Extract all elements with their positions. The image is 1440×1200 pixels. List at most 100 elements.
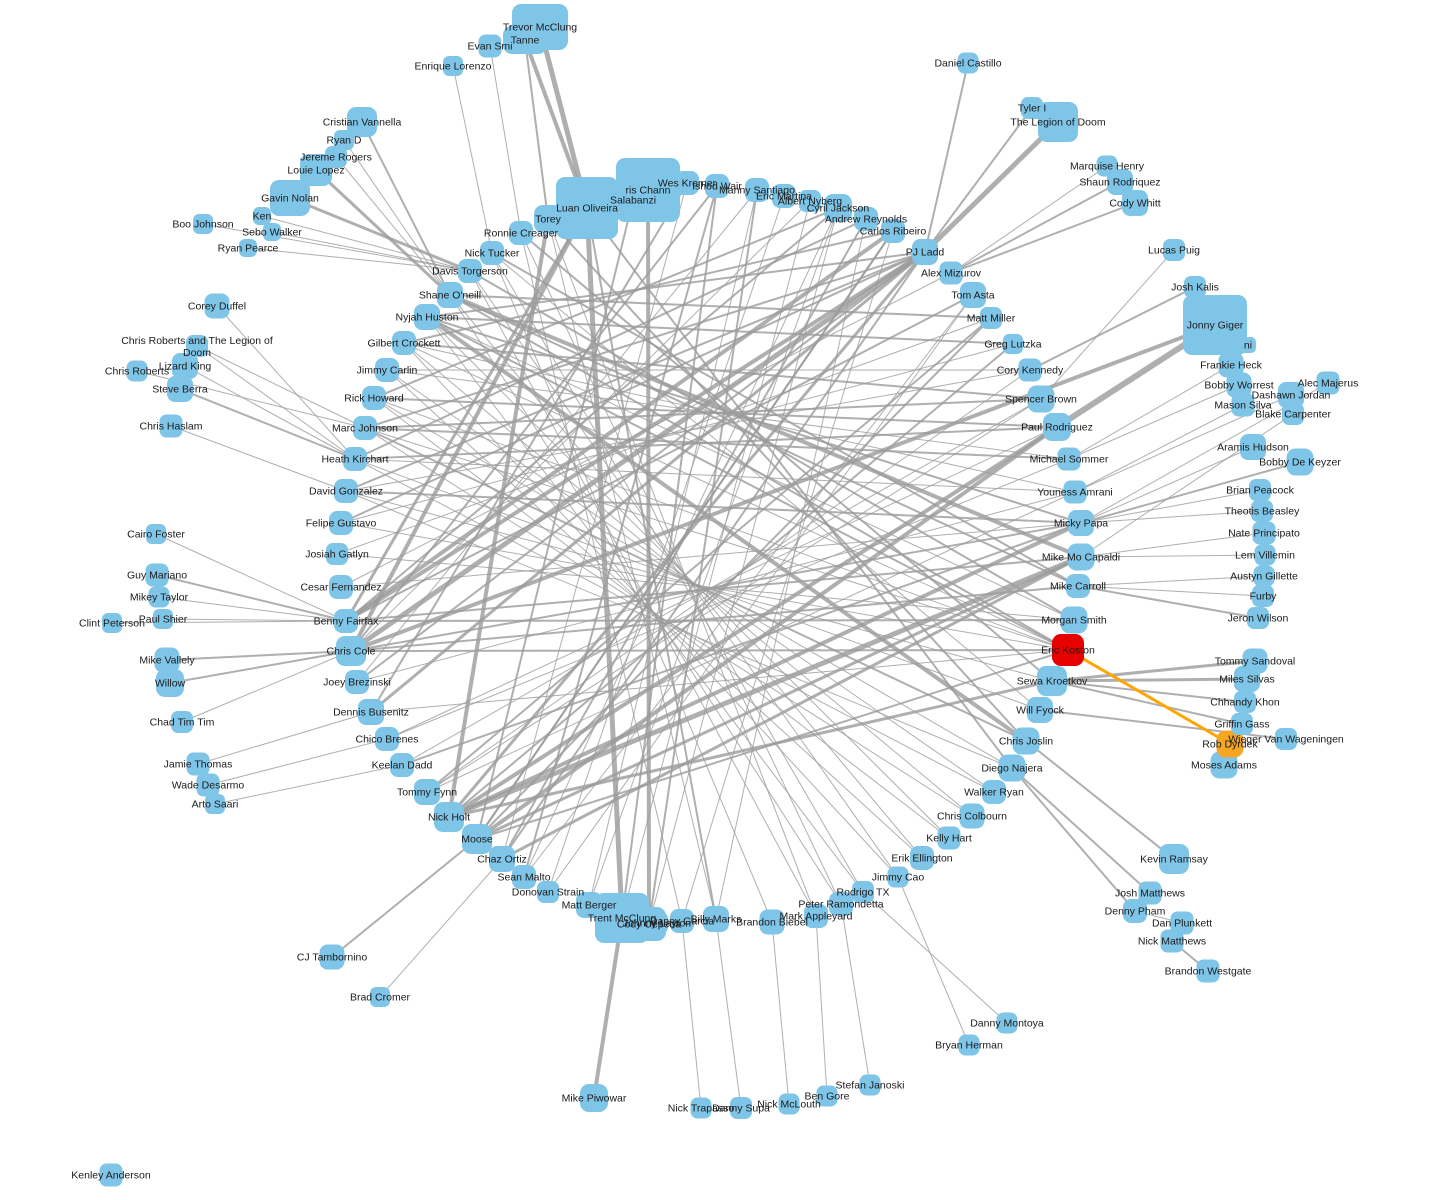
graph-node[interactable] [156,669,184,697]
graph-node[interactable] [730,1097,752,1119]
graph-node[interactable] [414,779,440,805]
graph-node[interactable] [478,34,502,58]
graph-node[interactable] [1043,413,1071,441]
graph-node[interactable] [556,177,618,239]
graph-node[interactable] [512,865,536,889]
graph-node[interactable] [1242,648,1268,674]
graph-node[interactable] [1138,881,1162,905]
graph-node[interactable] [778,1093,800,1115]
graph-node[interactable] [772,184,796,208]
graph-node[interactable] [345,670,369,694]
graph-node[interactable] [263,223,281,241]
graph-node[interactable] [353,416,377,440]
graph-node[interactable] [1067,543,1095,571]
graph-node[interactable] [703,906,729,932]
graph-node[interactable] [1226,372,1252,398]
graph-node[interactable] [1231,393,1255,417]
graph-node[interactable] [1252,521,1276,545]
graph-node[interactable] [362,386,386,410]
graph-node[interactable] [1231,713,1253,735]
graph-node[interactable] [1063,480,1087,504]
graph-node[interactable] [690,1097,712,1119]
graph-node[interactable] [509,221,533,245]
graph-node[interactable] [998,754,1026,782]
graph-node[interactable] [1038,102,1078,142]
graph-node[interactable] [958,1034,980,1056]
graph-node[interactable] [824,194,852,222]
graph-node[interactable] [1316,371,1340,395]
graph-node[interactable] [1184,276,1206,298]
graph-node[interactable] [458,259,482,283]
graph-node[interactable] [126,360,148,382]
graph-node[interactable] [534,205,562,233]
graph-node[interactable] [1183,295,1247,355]
graph-node[interactable] [300,154,332,186]
graph-node[interactable] [937,826,961,850]
graph-node[interactable] [205,794,225,814]
graph-node[interactable] [675,171,699,195]
graph-node[interactable] [329,511,353,535]
graph-node[interactable] [1160,929,1184,953]
graph-node[interactable] [1027,697,1053,723]
graph-node[interactable] [816,1085,838,1107]
graph-node[interactable] [343,447,367,471]
graph-node[interactable] [1123,899,1147,923]
graph-node[interactable] [186,752,210,776]
graph-node[interactable] [939,261,963,285]
graph-node[interactable] [1196,959,1220,983]
graph-node[interactable] [102,613,122,633]
graph-node[interactable] [334,130,354,150]
graph-node[interactable] [1278,382,1304,408]
graph-node[interactable] [580,1084,608,1112]
graph-node[interactable] [887,866,909,888]
graph-node[interactable] [1216,730,1244,758]
graph-node[interactable] [1249,479,1271,501]
graph-node[interactable] [804,904,828,928]
graph-node[interactable] [443,56,463,76]
graph-node[interactable] [996,1012,1018,1034]
graph-node[interactable] [1060,606,1088,634]
graph-node[interactable] [1163,239,1185,261]
graph-node[interactable] [167,376,193,402]
graph-node[interactable] [1159,844,1189,874]
graph-node[interactable] [347,107,377,137]
graph-node[interactable] [1037,666,1067,696]
graph-node[interactable] [1254,544,1276,566]
graph-node[interactable] [829,892,853,916]
graph-node[interactable] [434,802,464,832]
graph-node[interactable] [186,335,208,357]
graph-node[interactable] [1003,334,1023,354]
graph-node[interactable] [319,944,345,970]
graph-node[interactable] [1218,352,1244,378]
graph-node[interactable] [1052,634,1084,666]
graph-node[interactable] [982,780,1006,804]
graph-node[interactable] [329,575,353,599]
graph-node[interactable] [336,636,366,666]
graph-node[interactable] [1282,403,1304,425]
graph-node[interactable] [503,26,547,54]
graph-node[interactable] [1247,607,1269,629]
graph-node[interactable] [745,178,769,202]
graph-node[interactable] [912,239,938,265]
graph-node[interactable] [1122,190,1148,216]
graph-node[interactable] [595,893,649,943]
graph-node[interactable] [1021,97,1043,119]
graph-node[interactable] [204,293,230,319]
graph-node[interactable] [1253,565,1275,587]
graph-node[interactable] [980,307,1002,329]
graph-node[interactable] [253,207,271,225]
graph-node[interactable] [859,1074,881,1096]
graph-node[interactable] [1286,448,1314,476]
graph-node[interactable] [910,846,934,870]
graph-node[interactable] [960,282,986,308]
graph-node[interactable] [153,609,173,629]
graph-node[interactable] [171,711,193,733]
graph-node[interactable] [146,524,166,544]
graph-node[interactable] [334,609,358,633]
graph-node[interactable] [1068,510,1094,536]
graph-node[interactable] [1252,585,1274,607]
graph-node[interactable] [154,647,180,673]
graph-node[interactable] [1096,155,1118,177]
graph-node[interactable] [1210,751,1238,779]
graph-node[interactable] [159,414,183,438]
